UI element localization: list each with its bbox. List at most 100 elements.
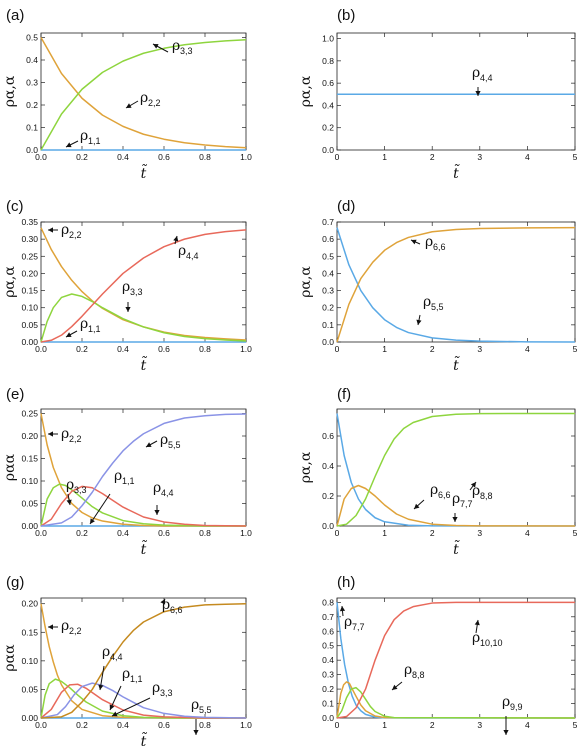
y-tick-label: 0.1 — [322, 699, 334, 709]
y-tick-label: 0.0 — [322, 521, 334, 531]
annotation: ρ 1,1 — [89, 468, 135, 525]
panel-label: (d) — [337, 198, 355, 215]
y-tick-label: 0.10 — [21, 303, 38, 313]
y-tick-label: 0.6 — [322, 234, 334, 244]
x-tick-label: 5 — [573, 720, 578, 730]
series-line — [336, 413, 575, 527]
y-tick-label: 0.00 — [21, 337, 38, 347]
series-line — [40, 483, 246, 527]
annotation: ρ 3,3 — [111, 680, 173, 717]
annotation-subscript: 9,9 — [510, 702, 523, 712]
annotation: ρ 4,4 — [472, 65, 493, 96]
x-tick-label: 2 — [430, 152, 435, 162]
annotation-subscript: 4,4 — [161, 488, 174, 498]
x-tick-label: 0.8 — [199, 152, 211, 162]
y-tick-label: 0.5 — [26, 33, 38, 43]
annotation: ρ 4,4 — [173, 235, 199, 261]
arrow-head — [339, 606, 346, 612]
annotation-subscript: 3,3 — [130, 287, 143, 297]
x-tick-label: 4 — [525, 720, 530, 730]
y-tick-label: 0.4 — [322, 655, 334, 665]
annotation: ρ 7,7 — [339, 605, 365, 632]
arrow-head — [411, 239, 417, 245]
arrow-head — [48, 227, 53, 233]
annotation-arrow — [111, 697, 151, 717]
y-tick-label: 0.05 — [21, 499, 38, 509]
series-line — [40, 413, 246, 527]
y-tick-label: 0.10 — [21, 476, 38, 486]
x-tick-label: 1.0 — [240, 528, 252, 538]
panel-label: (c) — [6, 198, 24, 215]
annotation: ρ 1,1 — [65, 128, 101, 148]
annotation: ρ 1,1 — [65, 316, 101, 338]
chart-panel-e: 0.0 0.2 0.4 0.6 0.8 1.0 0.00 0.05 0.10 0.15 0.20 0.… — [2, 386, 252, 558]
y-tick-label: 0.35 — [21, 217, 38, 227]
annotation-subscript: 4,4 — [480, 73, 493, 83]
x-tick-label: 0.0 — [35, 152, 47, 162]
arrow-head — [48, 624, 53, 630]
y-tick-label: 0.00 — [21, 713, 38, 723]
series-line — [336, 412, 575, 527]
series-line — [40, 602, 247, 719]
annotation-rho: ρ — [66, 477, 74, 493]
y-tick-label: 0.25 — [21, 409, 38, 419]
y-tick-label: 0.20 — [21, 599, 38, 609]
x-tick-label: 0.4 — [117, 152, 129, 162]
series-line — [40, 39, 247, 151]
y-tick-label: 0.15 — [21, 454, 38, 464]
arrow-head — [452, 517, 458, 522]
chart-panel-b: 0 1 2 3 4 5 0.0 0.2 0.4 0.6 0.8 1.0(b) t̃ ρα,α ρ 4,4 — [298, 7, 578, 182]
chart-panel-c: 0.0 0.2 0.4 0.6 0.8 1.0 0.00 0.05 0.10 0.15 0.20 0.… — [2, 198, 252, 374]
y-tick-label: 0.6 — [322, 431, 334, 441]
x-tick-label: 0.6 — [158, 344, 170, 354]
x-axis-label: t̃ — [141, 163, 148, 182]
annotation-rho: ρ — [404, 662, 412, 678]
y-tick-label: 0.2 — [322, 303, 334, 313]
x-tick-label: 0.2 — [76, 152, 88, 162]
y-axis-label: ραα — [2, 453, 18, 481]
x-tick-label: 0.2 — [76, 344, 88, 354]
arrow-head — [173, 236, 179, 242]
annotation-subscript: 1,1 — [88, 324, 101, 334]
x-tick-label: 1 — [382, 720, 387, 730]
annotation-rho: ρ — [162, 597, 170, 613]
series-line — [40, 37, 247, 149]
arrow-head — [475, 91, 481, 96]
x-tick-label: 3 — [477, 152, 482, 162]
x-tick-label: 0 — [335, 720, 340, 730]
x-tick-label: 1.0 — [240, 152, 252, 162]
annotation-subscript: 4,4 — [186, 251, 199, 261]
y-tick-label: 0.15 — [21, 627, 38, 637]
y-tick-label: 0.7 — [322, 612, 334, 622]
series-line — [40, 293, 247, 343]
x-tick-label: 1.0 — [240, 720, 252, 730]
annotation: ρ 8,8 — [469, 481, 493, 501]
series-line — [40, 682, 247, 719]
annotation: ρ 2,2 — [48, 222, 82, 240]
annotation: ρ 5,5 — [416, 294, 444, 326]
annotation-arrow — [89, 493, 111, 525]
annotation: ρ 7,7 — [452, 491, 473, 522]
panel-label: (e) — [6, 386, 24, 403]
y-tick-label: 0.30 — [21, 234, 38, 244]
series-line — [40, 683, 246, 719]
annotation-rho: ρ — [122, 279, 130, 295]
annotation-subscript: 3,3 — [180, 46, 193, 56]
x-tick-label: 0.8 — [199, 528, 211, 538]
arrow-head — [474, 620, 480, 626]
x-tick-label: 0.0 — [35, 720, 47, 730]
annotation-subscript: 6,6 — [438, 490, 451, 500]
y-tick-label: 0.10 — [21, 656, 38, 666]
plot-frame — [40, 408, 247, 527]
annotation-subscript: 8,8 — [412, 670, 425, 680]
y-axis-label: ρα,α — [298, 451, 314, 483]
annotation: ρ 5,5 — [145, 432, 181, 450]
series-line — [336, 226, 576, 343]
arrow-head — [109, 704, 115, 710]
y-tick-label: 0.8 — [322, 56, 334, 66]
plot-frame — [336, 408, 576, 527]
arrow-head — [66, 499, 72, 505]
y-tick-label: 0.2 — [322, 684, 334, 694]
series-line — [40, 603, 246, 719]
annotation-subscript: 6,6 — [433, 242, 446, 252]
